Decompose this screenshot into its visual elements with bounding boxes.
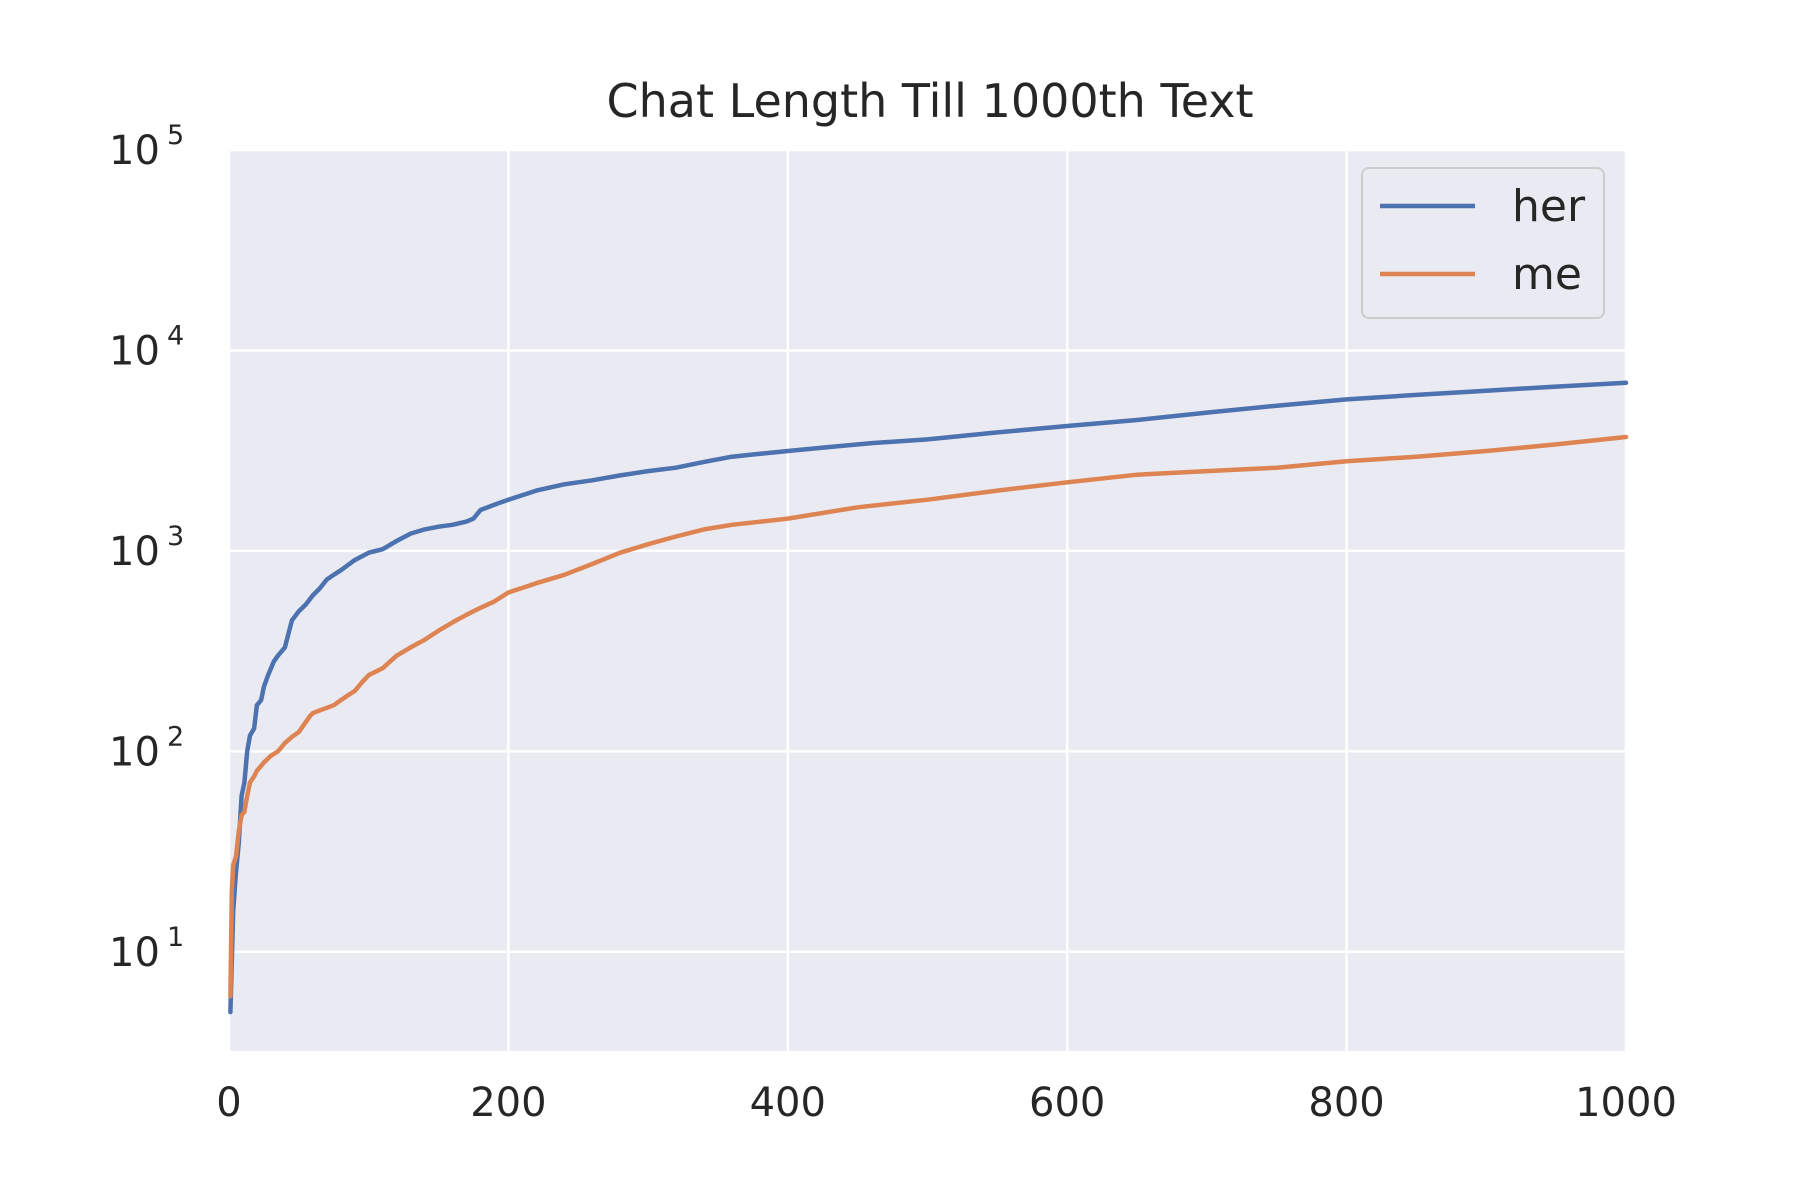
y-tick-label: 10 5 [109,120,184,174]
grid-lines [227,148,1628,1051]
x-tick-label: 800 [1308,1080,1384,1126]
x-tick-label: 400 [750,1080,826,1126]
legend-item-her: her [1380,181,1586,232]
y-tick-base: 10 [109,328,160,374]
y-tick-label: 10 4 [109,320,184,374]
legend-label: me [1512,249,1582,300]
y-tick-label: 10 3 [109,521,184,575]
legend-item-me: me [1380,249,1582,300]
chart-title: Chat Length Till 1000th Text [607,74,1254,128]
y-tick-exponent: 4 [167,320,184,351]
series-layer [228,380,1629,1015]
y-tick-base: 10 [109,128,160,174]
y-tick-exponent: 5 [167,120,184,151]
legend: her me [1361,167,1605,319]
x-tick-label: 600 [1029,1080,1105,1126]
y-tick-base: 10 [109,529,160,575]
y-tick-label: 10 2 [109,721,184,775]
y-tick-exponent: 3 [167,521,184,552]
series-line-me [228,434,1629,999]
y-tick-label: 10 1 [109,922,184,976]
y-tick-base: 10 [109,729,160,775]
y-tick-exponent: 1 [167,922,184,953]
x-axis: 0 200 400 600 800 1000 [216,1080,1677,1126]
legend-label: her [1512,181,1586,232]
y-tick-exponent: 2 [167,721,184,752]
x-tick-label: 0 [216,1080,241,1126]
x-tick-label: 200 [470,1080,546,1126]
y-tick-base: 10 [109,930,160,976]
x-tick-label: 1000 [1575,1080,1677,1126]
series-line-her [228,380,1629,1015]
